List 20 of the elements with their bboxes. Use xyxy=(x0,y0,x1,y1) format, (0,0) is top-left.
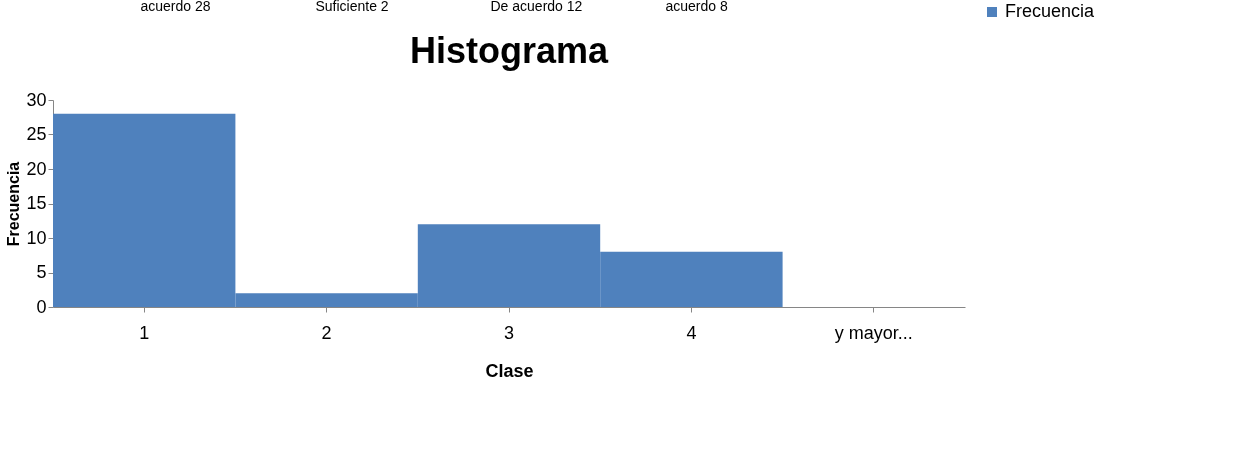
x-tick-label: y mayor... xyxy=(834,322,913,343)
x-tick-label: 1 xyxy=(139,322,150,343)
y-tick-label: 5 xyxy=(36,262,47,282)
text: De acuerdo 12 xyxy=(490,0,583,14)
y-tick-label: 25 xyxy=(26,124,47,144)
y-tick-label: 10 xyxy=(26,227,47,248)
y-tick-label: 20 xyxy=(26,158,47,179)
x-tick-label: 2 xyxy=(321,322,332,343)
y-tick-label: 15 xyxy=(26,193,47,213)
chart-title: Histograma xyxy=(409,30,609,71)
y-tick-label: 30 xyxy=(26,89,47,110)
text: acuerdo 28 xyxy=(140,0,211,14)
text: acuerdo 8 xyxy=(665,0,728,14)
x-tick-label: 4 xyxy=(686,322,697,343)
y-tick-label: 0 xyxy=(36,296,47,317)
text: Suficiente 2 xyxy=(315,0,389,14)
legend-label: Frecuencia xyxy=(1005,1,1096,21)
y-axis-title: Frecuencia xyxy=(5,161,23,247)
x-tick-label: 3 xyxy=(503,322,515,343)
x-axis-title: Clase xyxy=(485,360,534,381)
